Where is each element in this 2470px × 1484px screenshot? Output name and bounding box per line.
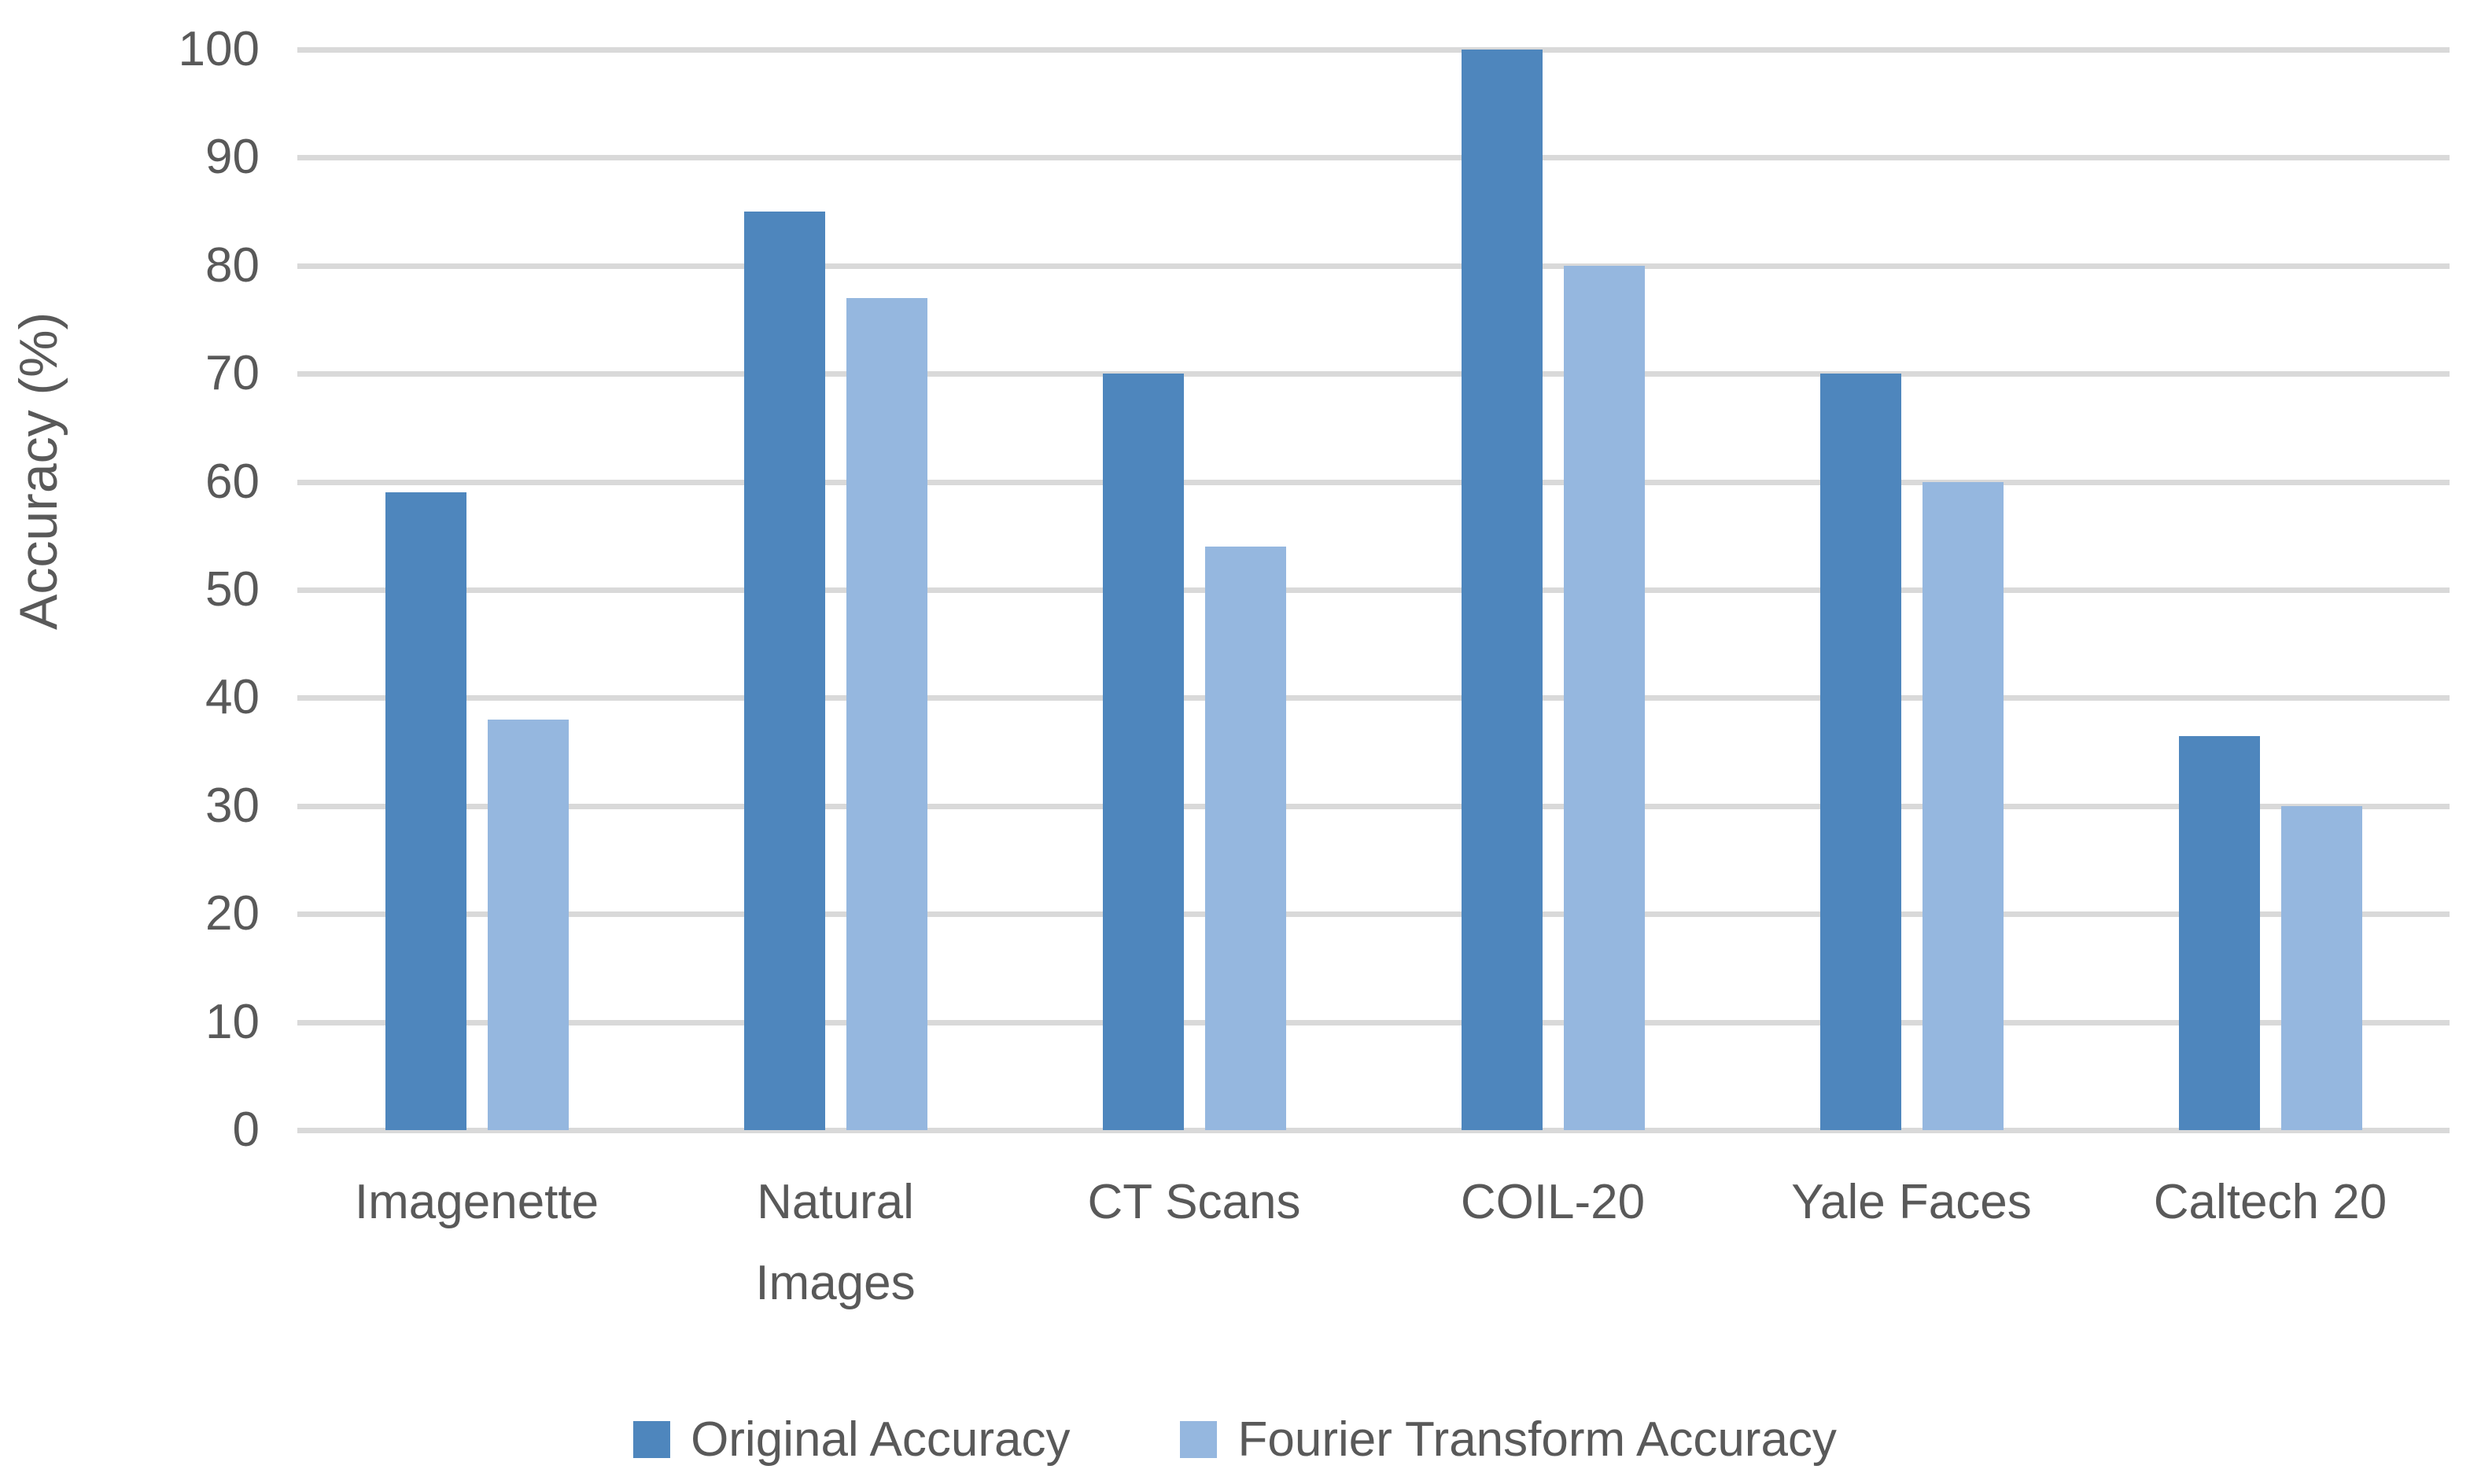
y-tick-label-10: 10 <box>205 994 260 1049</box>
bar-original-accuracy-imagenette <box>385 492 466 1130</box>
gridline-y-90 <box>297 155 2450 161</box>
bar-original-accuracy-coil-20 <box>1461 50 1543 1130</box>
legend-marker-original-accuracy <box>633 1421 671 1458</box>
legend-label-original-accuracy: Original Accuracy <box>691 1412 1071 1467</box>
y-tick-label-80: 80 <box>205 238 260 293</box>
gridline-y-20 <box>297 911 2450 918</box>
bar-fourier-transform-accuracy-yale-faces <box>1922 481 2004 1130</box>
category-group-caltech-20 <box>2091 50 2450 1130</box>
y-tick-label-70: 70 <box>205 346 260 401</box>
bar-original-accuracy-caltech-20 <box>2178 735 2260 1130</box>
gridline-y-50 <box>297 587 2450 593</box>
y-tick-label-90: 90 <box>205 130 260 185</box>
category-label-coil-20: COIL-20 <box>1460 1175 1646 1229</box>
y-tick-label-20: 20 <box>205 886 260 941</box>
gridline-y-60 <box>297 479 2450 485</box>
y-tick-label-50: 50 <box>205 562 260 617</box>
gridline-y-70 <box>297 371 2450 377</box>
legend-item-fourier-transform-accuracy: Fourier Transform Accuracy <box>1180 1412 1837 1467</box>
y-tick-label-60: 60 <box>205 454 260 509</box>
y-axis-title: Accuracy (%) <box>9 311 68 630</box>
category-group-coil-20 <box>1373 50 1732 1130</box>
gridline-y-30 <box>297 803 2450 809</box>
gridline-y-0 <box>297 1128 2450 1133</box>
bar-fourier-transform-accuracy-coil-20 <box>1563 265 1645 1130</box>
bar-fourier-transform-accuracy-natural-images <box>846 298 927 1130</box>
category-group-natural-images <box>656 50 1015 1130</box>
category-group-yale-faces <box>1732 50 2091 1130</box>
category-label-imagenette: Imagenette <box>354 1175 599 1229</box>
plot-area <box>297 47 2450 1133</box>
bar-fourier-transform-accuracy-imagenette <box>487 719 569 1130</box>
category-group-ct-scans <box>1015 50 1373 1130</box>
gridline-y-100 <box>297 47 2450 53</box>
bar-fourier-transform-accuracy-caltech-20 <box>2280 805 2362 1130</box>
category-group-imagenette <box>297 50 656 1130</box>
category-label-natural-images: Natural Images <box>755 1175 916 1310</box>
gridline-y-80 <box>297 263 2450 269</box>
bar-original-accuracy-yale-faces <box>1819 374 1901 1130</box>
legend: Original Accuracy Fourier Transform Accur… <box>0 1412 2470 1467</box>
gridline-y-10 <box>297 1019 2450 1026</box>
y-tick-label-0: 0 <box>232 1103 260 1157</box>
gridline-y-40 <box>297 695 2450 701</box>
legend-label-fourier-transform-accuracy: Fourier Transform Accuracy <box>1237 1412 1837 1467</box>
category-label-caltech-20: Caltech 20 <box>2153 1175 2387 1229</box>
y-tick-label-100: 100 <box>178 22 260 76</box>
y-tick-label-40: 40 <box>205 670 260 725</box>
bar-original-accuracy-ct-scans <box>1102 374 1184 1130</box>
y-tick-label-30: 30 <box>205 778 260 833</box>
bar-original-accuracy-natural-images <box>743 212 825 1130</box>
category-label-yale-faces: Yale Faces <box>1791 1175 2032 1229</box>
legend-marker-fourier-transform-accuracy <box>1180 1421 1218 1458</box>
category-label-ct-scans: CT Scans <box>1087 1175 1301 1229</box>
bar-fourier-transform-accuracy-ct-scans <box>1204 547 1286 1130</box>
legend-item-original-accuracy: Original Accuracy <box>633 1412 1070 1467</box>
